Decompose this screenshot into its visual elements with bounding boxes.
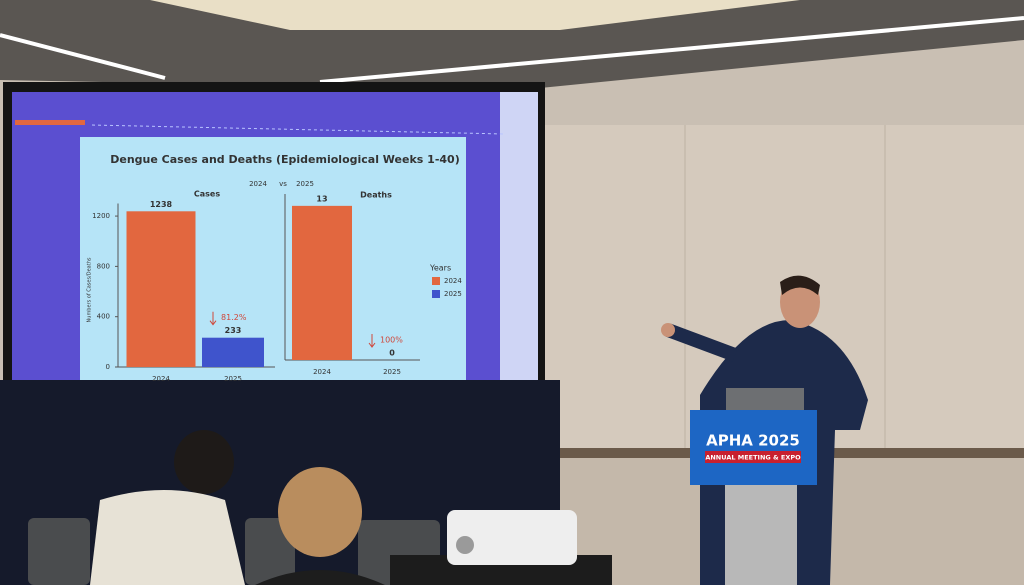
slide-edge (500, 92, 538, 398)
y-axis-label: Numbers of Cases/Deaths (87, 257, 93, 322)
comparison: vs (279, 180, 287, 188)
bar (126, 211, 196, 367)
projector (447, 510, 577, 565)
value-label: 1238 (150, 200, 173, 209)
audience-head (278, 467, 362, 557)
podium-sign (690, 410, 817, 485)
change-arrowhead (368, 342, 376, 348)
legend-label: 2024 (444, 277, 462, 285)
laptop (726, 388, 804, 413)
audience-shirt (90, 490, 245, 585)
chart-title: Deaths (360, 191, 392, 200)
bar (202, 337, 264, 367)
x-tick-label: 2024 (152, 375, 170, 383)
value-label: 233 (225, 326, 242, 335)
value-label: 13 (316, 194, 327, 203)
x-tick-label: 2025 (224, 375, 242, 383)
podium-subtitle-box (705, 451, 801, 463)
comparison: 2024 (249, 180, 267, 188)
podium-stand (725, 480, 797, 585)
chair (28, 518, 90, 585)
change-label: 81.2% (221, 313, 247, 322)
speaker-arm (665, 323, 738, 362)
slide-rule (91, 124, 506, 135)
speaker-hand (661, 323, 675, 337)
change-label: 100% (380, 336, 403, 345)
speaker-hair (780, 275, 820, 295)
x-tick-label: 2025 (383, 368, 401, 376)
legend-swatch (432, 277, 440, 285)
slide-title: Dengue Cases and Deaths (Epidemiological… (110, 153, 459, 166)
slide: Dengue Cases and Deaths (Epidemiological… (87, 153, 463, 383)
y-tick-label: 0 (106, 363, 110, 371)
slide-accent (15, 120, 85, 125)
ceiling-light-panel (150, 0, 800, 30)
audience-shoulders (255, 570, 385, 585)
chair (245, 518, 295, 585)
legend-label: 2025 (444, 290, 462, 298)
y-tick-label: 400 (97, 313, 110, 321)
y-tick-label: 1200 (92, 212, 110, 220)
audience-head (174, 430, 234, 494)
value-label: 0 (389, 349, 395, 358)
legend-title: Years (429, 264, 451, 273)
change-arrowhead (209, 320, 217, 326)
ceiling-light (319, 16, 1024, 84)
comparison: 2025 (296, 180, 314, 188)
x-tick-label: 2024 (313, 368, 331, 376)
ceiling-light (0, 33, 166, 80)
legend-swatch (432, 290, 440, 298)
projector-lens (456, 536, 474, 554)
chart-title: Cases (194, 190, 220, 199)
bar (292, 205, 352, 360)
podium-subtitle: ANNUAL MEETING & EXPO (705, 454, 801, 462)
podium-title: APHA 2025 (706, 432, 800, 450)
y-tick-label: 800 (97, 262, 110, 270)
